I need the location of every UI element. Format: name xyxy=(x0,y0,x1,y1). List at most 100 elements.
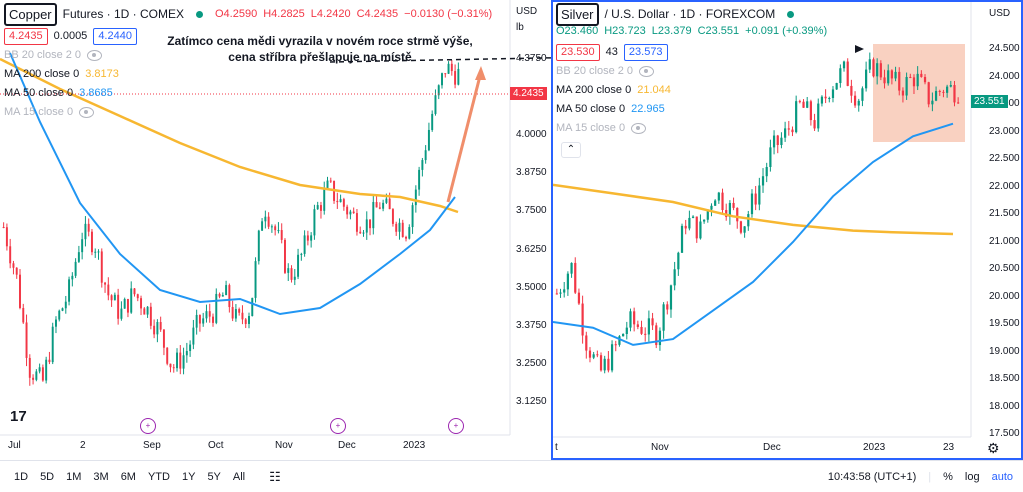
ma15-indicator-label[interactable]: MA 15 close 0 xyxy=(4,106,74,118)
chevron-up-icon[interactable]: ⌃ xyxy=(561,142,581,158)
ma50-indicator-label[interactable]: MA 50 close 0 xyxy=(556,103,626,115)
currency-label[interactable]: USD xyxy=(989,8,1011,19)
copper-chart-pane[interactable]: Copper Futures · 1D · COMEX O4.2590 H4.2… xyxy=(0,0,551,460)
copper-spread: 0.0005 xyxy=(53,30,88,42)
candle-body xyxy=(297,254,300,277)
unit-label[interactable]: lb xyxy=(516,22,524,33)
event-icon[interactable]: + xyxy=(140,418,156,434)
range-button-1m[interactable]: 1M xyxy=(66,470,82,483)
candle-body xyxy=(842,61,846,69)
ma200-indicator-label[interactable]: MA 200 close 0 xyxy=(556,84,632,96)
annotation-line-1: Zatímco cena mědi vyrazila v novém roce … xyxy=(167,34,473,48)
candle-body xyxy=(267,216,270,227)
eye-icon[interactable] xyxy=(631,123,647,134)
ma200-value: 21.044 xyxy=(637,84,671,96)
event-icon[interactable]: + xyxy=(448,418,464,434)
candle-body xyxy=(876,63,879,77)
separator: | xyxy=(928,470,932,483)
copper-symbol[interactable]: Copper xyxy=(4,3,57,26)
candle-body xyxy=(218,293,221,297)
candle-body xyxy=(434,95,437,114)
silver-bid[interactable]: 23.530 xyxy=(556,44,600,61)
candle-body xyxy=(555,293,558,295)
candle-body xyxy=(189,344,192,352)
eye-icon[interactable] xyxy=(79,107,95,118)
gear-icon[interactable]: ⚙ xyxy=(987,440,1000,456)
candle-body xyxy=(934,91,938,101)
silver-chart-pane[interactable]: Silver / U.S. Dollar · 1D · FOREXCOM O23… xyxy=(551,0,1023,460)
date-range-icon[interactable]: ☷ xyxy=(269,468,281,484)
candle-body xyxy=(51,326,54,363)
candle-body xyxy=(136,294,139,299)
clock-time[interactable]: 10:43:58 (UTC+1) xyxy=(827,470,917,483)
candle-body xyxy=(159,322,162,330)
candle-body xyxy=(77,252,80,262)
candle-body xyxy=(431,113,434,130)
ma50-indicator-label[interactable]: MA 50 close 0 xyxy=(4,87,74,99)
copper-price-chart[interactable] xyxy=(0,0,551,460)
candle-body xyxy=(411,205,414,228)
candle-body xyxy=(261,221,264,231)
range-button-ytd[interactable]: YTD xyxy=(147,470,170,483)
candle-body xyxy=(349,211,352,215)
candle-body xyxy=(743,226,746,233)
ma15-indicator-label[interactable]: MA 15 close 0 xyxy=(556,122,626,134)
candle-body xyxy=(614,344,617,346)
range-button-3m[interactable]: 3M xyxy=(93,470,109,483)
candle-body xyxy=(319,205,322,211)
y-tick-label: 3.2500 xyxy=(516,357,547,369)
silver-price-chart[interactable] xyxy=(553,2,1021,458)
candle-body xyxy=(176,352,179,369)
candle-body xyxy=(195,314,198,328)
bb-indicator-label[interactable]: BB 20 close 2 0 xyxy=(556,65,634,77)
candle-body xyxy=(113,294,116,301)
silver-symbol[interactable]: Silver xyxy=(556,3,599,26)
range-button-6m[interactable]: 6M xyxy=(120,470,136,483)
candle-body xyxy=(313,209,316,236)
candle-body xyxy=(104,282,107,285)
candle-body xyxy=(300,253,303,255)
range-button-all[interactable]: All xyxy=(232,470,246,483)
candle-body xyxy=(887,70,890,84)
range-button-5d[interactable]: 5D xyxy=(40,470,55,483)
candle-body xyxy=(228,285,231,308)
event-icon[interactable]: + xyxy=(330,418,346,434)
candle-body xyxy=(691,216,695,218)
tradingview-logo[interactable]: 17 xyxy=(10,408,27,425)
eye-icon[interactable] xyxy=(87,50,103,61)
copper-high: H4.2825 xyxy=(263,8,305,20)
copper-open: O4.2590 xyxy=(215,8,258,20)
candle-body xyxy=(84,223,87,240)
bottom-toolbar: 1D 5D 1M 3M 6M YTD 1Y 5Y All ☷ 10:43:58 (UTC+1) … xyxy=(0,460,1023,492)
candle-body xyxy=(388,198,391,210)
x-tick-label: 2023 xyxy=(863,442,886,453)
candle-body xyxy=(640,326,643,334)
range-button-1d[interactable]: 1D xyxy=(14,470,29,483)
percent-toggle[interactable]: % xyxy=(943,470,953,483)
copper-ask[interactable]: 4.2440 xyxy=(93,28,137,45)
candle-body xyxy=(916,73,919,87)
auto-toggle[interactable]: auto xyxy=(991,470,1013,483)
copper-bid[interactable]: 4.2435 xyxy=(4,28,48,45)
bb-indicator-label[interactable]: BB 20 close 2 0 xyxy=(4,49,82,61)
silver-title: / U.S. Dollar · 1D · FOREXCOM xyxy=(604,7,776,21)
candle-body xyxy=(54,319,57,327)
x-tick-label: 23 xyxy=(943,442,955,453)
candle-body xyxy=(828,98,831,100)
range-button-5y[interactable]: 5Y xyxy=(207,470,221,483)
eye-icon[interactable] xyxy=(639,66,655,77)
range-button-1y[interactable]: 1Y xyxy=(181,470,196,483)
silver-low: L23.379 xyxy=(651,25,692,37)
log-toggle[interactable]: log xyxy=(964,470,980,483)
annotation-line-2: cena stříbra přešlapuje na místě xyxy=(228,50,412,64)
candle-body xyxy=(710,205,713,210)
candle-body xyxy=(644,333,647,335)
candle-body xyxy=(824,96,827,99)
candle-body xyxy=(225,285,228,296)
currency-label[interactable]: USD xyxy=(516,6,538,17)
candle-body xyxy=(45,359,48,381)
silver-ask[interactable]: 23.573 xyxy=(623,44,668,61)
ma200-indicator-label[interactable]: MA 200 close 0 xyxy=(4,68,80,80)
candle-body xyxy=(398,222,401,232)
candle-body xyxy=(835,83,838,90)
